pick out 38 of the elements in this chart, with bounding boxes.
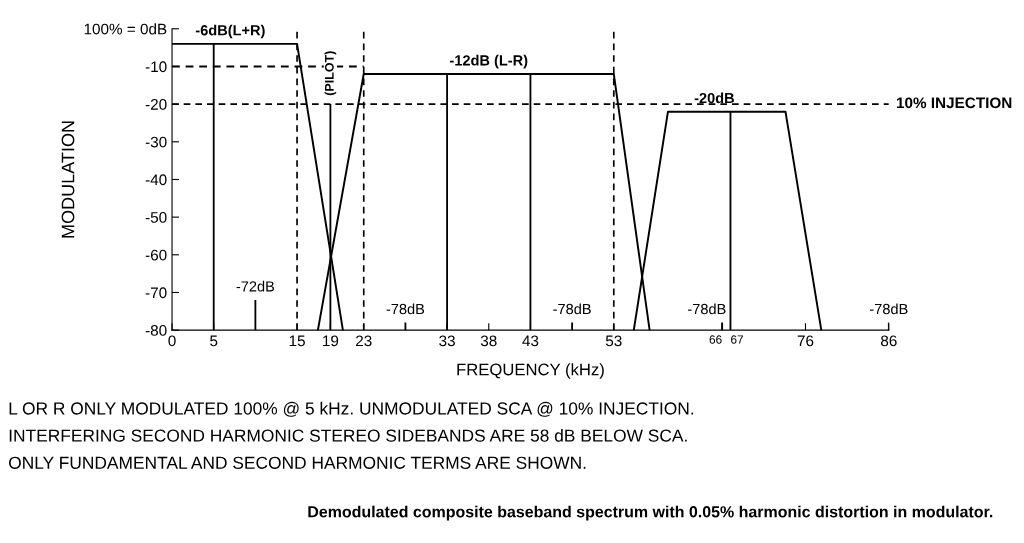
x-axis-title: FREQUENCY (kHz) [457, 363, 604, 379]
annotation: -12dB (L-R) [450, 54, 528, 69]
x-tick-label: 15 [289, 335, 305, 347]
text: ONLY FUNDAMENTAL AND SECOND HARMONIC TERMS ARE SHOWN. [9, 456, 586, 469]
annotation: -72dB [236, 280, 275, 292]
y-tick-label: 100% = 0dB [84, 23, 167, 35]
x-tick-label: 0 [168, 335, 176, 347]
x-tick-label: 67 [731, 335, 744, 344]
annotation: -78dB [386, 303, 425, 315]
text: Demodulated composite baseband spectrum with 0.05% harmonic distortion in modulator. [308, 505, 993, 521]
annotation: -20dB [694, 92, 734, 104]
ref-line-label: 10% INJECTION [896, 97, 1012, 109]
annotation: -6dB(L+R) [195, 24, 265, 39]
x-tick-label: 86 [881, 335, 897, 347]
y-tick-label: -10 [145, 61, 167, 73]
y-tick-label: -30 [145, 136, 167, 148]
annotation: -78dB [688, 303, 726, 315]
y-tick-label: -70 [145, 287, 167, 299]
text: L OR R ONLY MODULATED 100% @ 5 kHz. UNMODULATED SCA @ 10% INJECTION. [9, 401, 694, 417]
x-tick-label: 19 [323, 335, 339, 347]
text: INTERFERING SECOND HARMONIC STEREO SIDEBANDS ARE 58 dB BELOW SCA. [9, 429, 687, 442]
annotation: -78dB [870, 303, 908, 315]
annotation: -78dB [553, 303, 591, 315]
y-tick-label: -20 [145, 98, 167, 110]
x-tick-label: 53 [605, 335, 622, 347]
y-tick-label: -40 [145, 174, 167, 186]
y-tick-label: -80 [145, 325, 167, 336]
y-axis-title: MODULATION [61, 121, 75, 238]
x-tick-label: 33 [439, 335, 455, 347]
annotation: (PILOT) [324, 51, 337, 96]
x-tick-label: 76 [797, 335, 814, 347]
x-tick-label: 5 [210, 335, 218, 347]
y-tick-label: -50 [145, 212, 167, 223]
x-tick-label: 38 [480, 335, 497, 347]
x-tick-label: 43 [522, 335, 539, 347]
x-tick-label: 23 [356, 335, 372, 347]
x-tick-label: 66 [709, 335, 722, 344]
y-tick-label: -60 [145, 249, 167, 261]
